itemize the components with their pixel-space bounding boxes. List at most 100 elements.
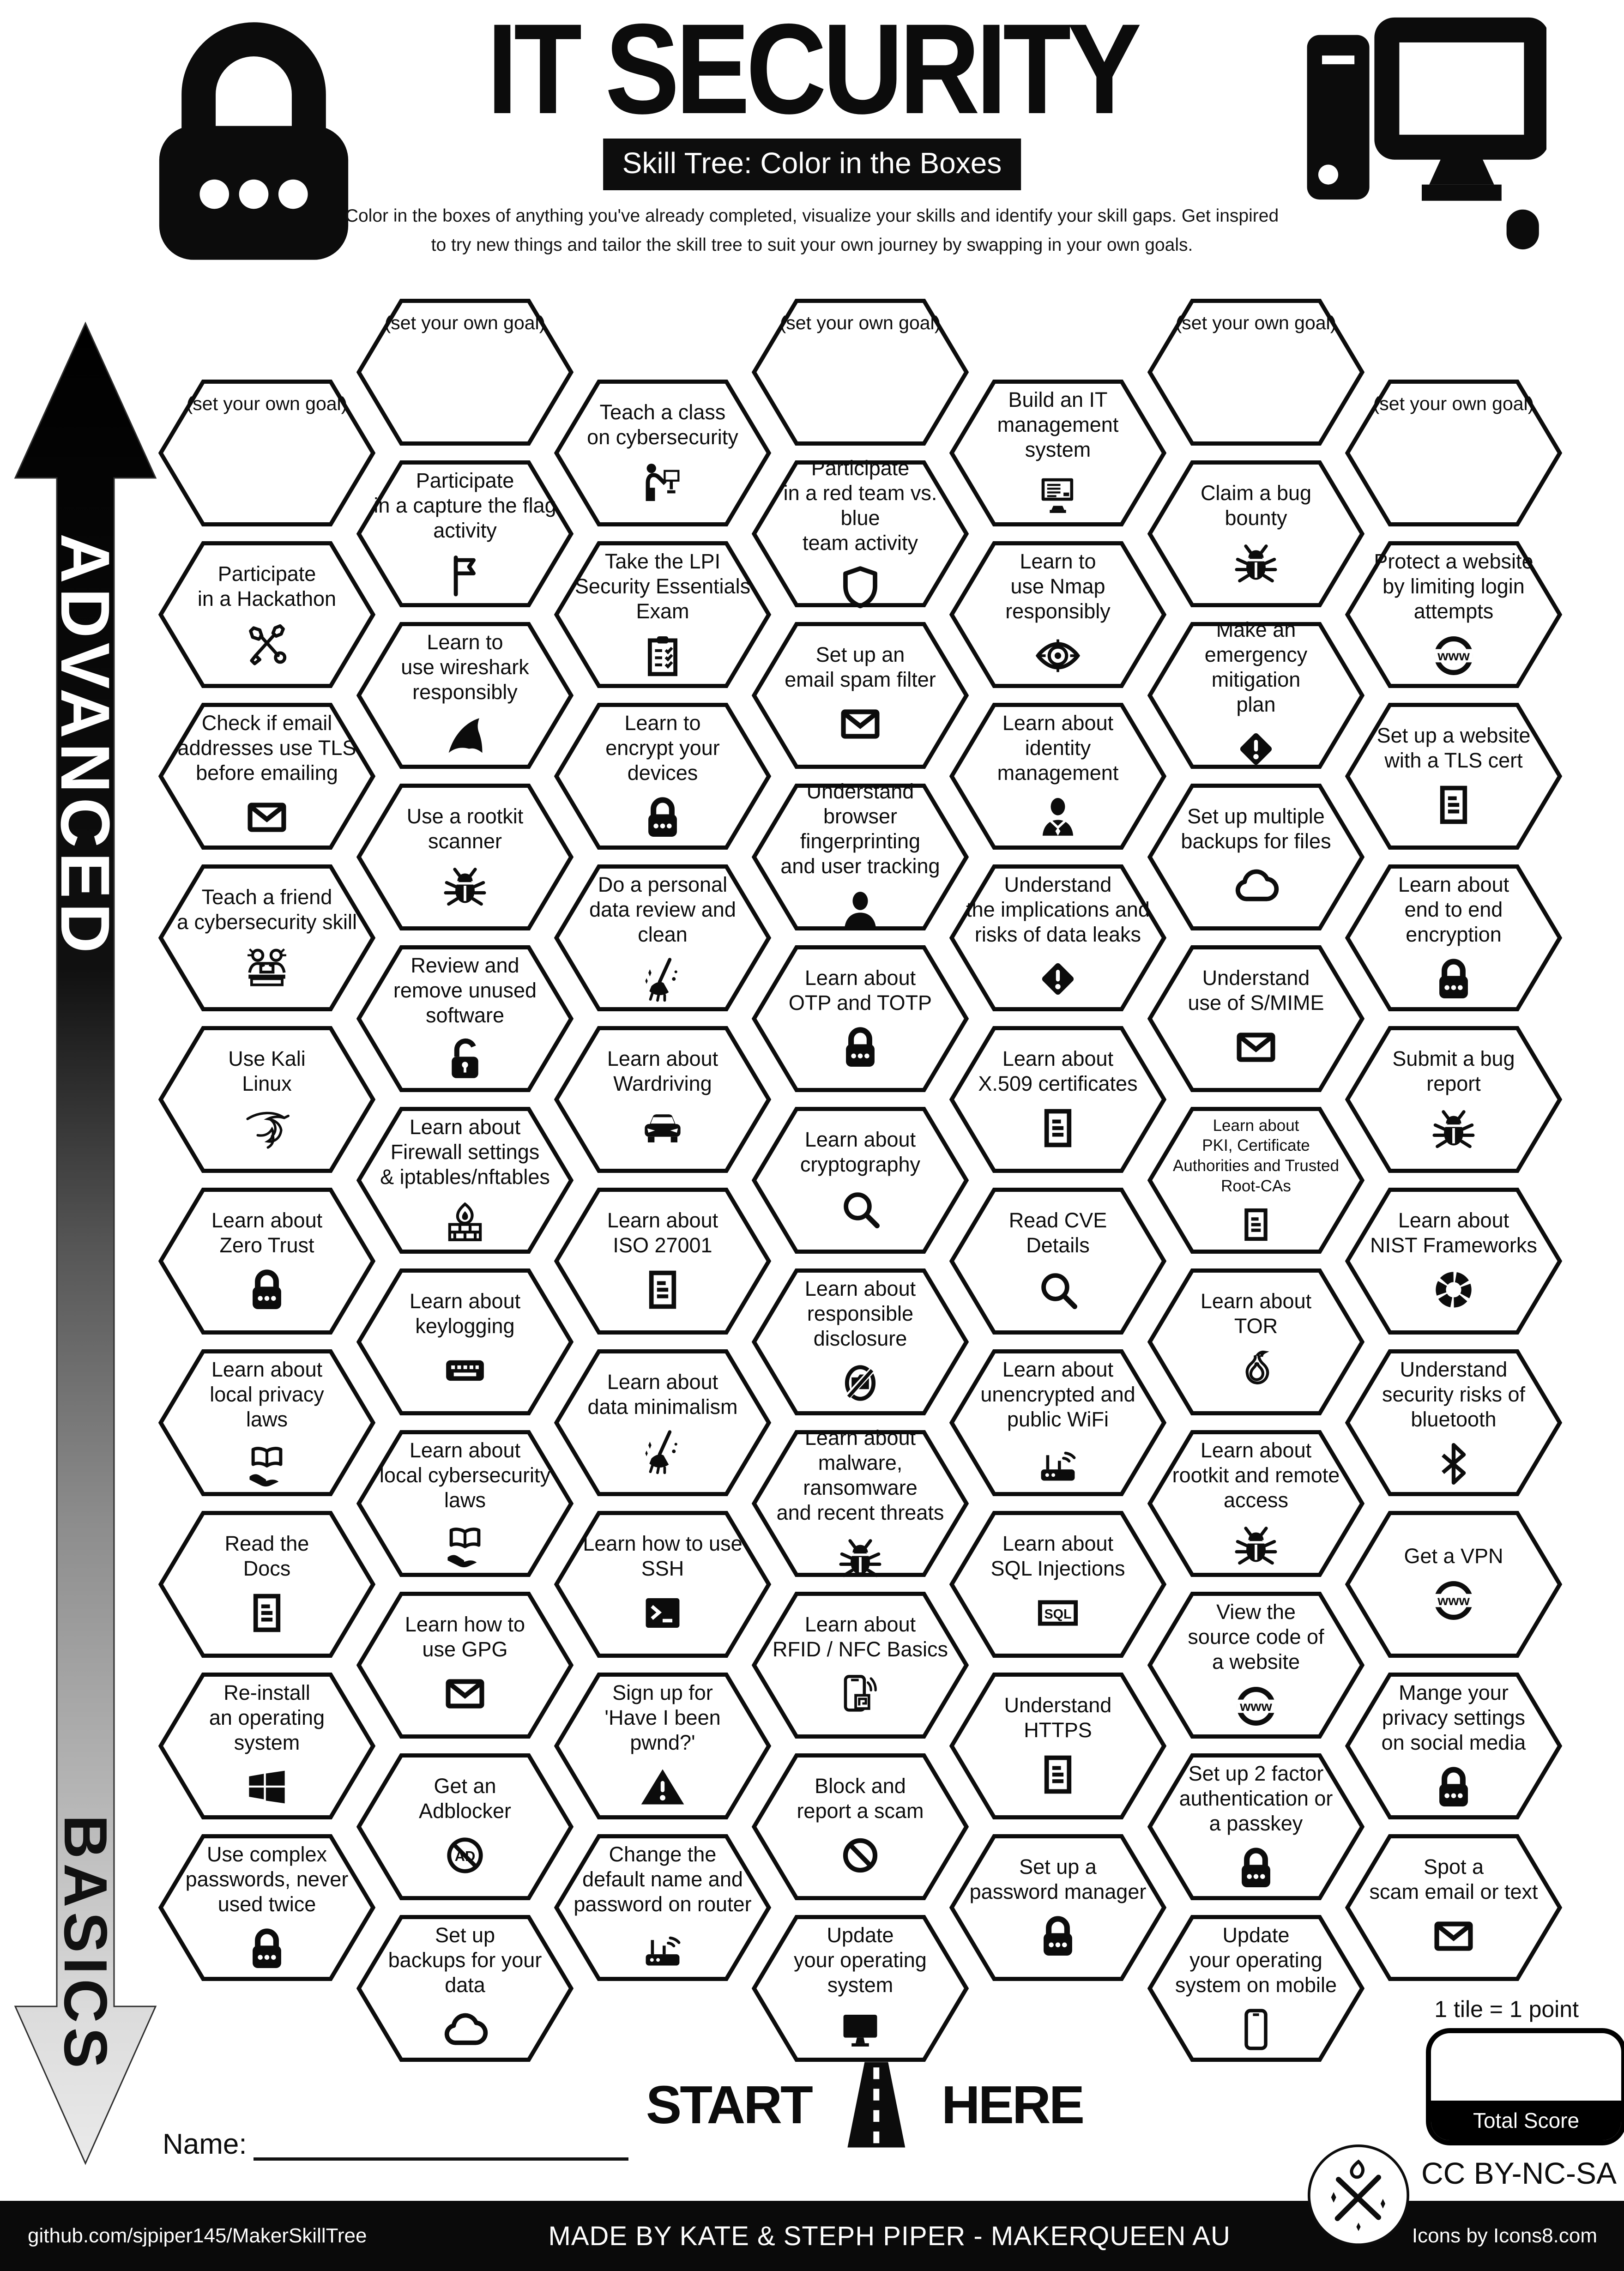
- hex-content: Claim a bug bounty: [1163, 464, 1349, 604]
- hex-tile[interactable]: Learn how to use GPG: [356, 1592, 574, 1739]
- svg-text:www: www: [1437, 1593, 1470, 1608]
- hex-tile[interactable]: Spot a scam email or text: [1345, 1834, 1562, 1981]
- hex-tile[interactable]: Set up an email spam filter: [752, 622, 969, 769]
- hexagon-outline: [356, 784, 574, 930]
- hex-tile[interactable]: Learn about unencrypted and public WiFi: [949, 1349, 1166, 1496]
- hex-tile[interactable]: Learn to use Nmap responsibly: [949, 541, 1166, 688]
- www-icon: www: [1429, 631, 1478, 680]
- hexagon-outline: [158, 380, 375, 526]
- hex-tile[interactable]: Understand security risks of bluetooth: [1345, 1349, 1562, 1496]
- hex-tile[interactable]: Take the LPI Security Essentials Exam: [554, 541, 771, 688]
- repo-link[interactable]: github.com/sjpiper145/MakerSkillTree: [28, 2224, 367, 2247]
- router-icon: [638, 1924, 687, 1973]
- hex-tile[interactable]: Learn about X.509 certificates: [949, 1026, 1166, 1173]
- tools-icon: [242, 619, 291, 668]
- hex-tile[interactable]: Set up 2 factor authentication or a pass…: [1147, 1753, 1364, 1900]
- hex-content: View the source code of a website www: [1163, 1595, 1349, 1735]
- hex-tile[interactable]: Check if email addresses use TLS before …: [158, 703, 375, 850]
- hex-tile[interactable]: Learn about end to end encryption: [1345, 864, 1562, 1011]
- hex-tile[interactable]: Update your operating system on mobile: [1147, 1915, 1364, 2062]
- hex-tile[interactable]: Learn about ISO 27001: [554, 1188, 771, 1335]
- hexagon-outline: [1147, 784, 1364, 930]
- hex-tile[interactable]: (set your own goal): [1345, 380, 1562, 526]
- hex-tile[interactable]: (set your own goal): [158, 380, 375, 526]
- hex-tile[interactable]: Use complex passwords, never used twice: [158, 1834, 375, 1981]
- hex-tile[interactable]: Sign up for 'Have I been pwnd?': [554, 1673, 771, 1819]
- hex-tile[interactable]: Make an emergency mitigation plan: [1147, 618, 1364, 769]
- hexagon-outline: [158, 1834, 375, 1981]
- hex-tile[interactable]: Understand use of S/MIME: [1147, 945, 1364, 1092]
- hex-label: Read CVE Details: [1008, 1208, 1107, 1257]
- hex-tile[interactable]: Get a VPN www: [1345, 1511, 1562, 1658]
- hex-tile[interactable]: (set your own goal): [1147, 299, 1364, 446]
- hex-tile[interactable]: Learn about TOR: [1147, 1268, 1364, 1415]
- hex-tile[interactable]: Learn about RFID / NFC Basics: [752, 1592, 969, 1739]
- hex-tile[interactable]: Learn how to use SSH: [554, 1511, 771, 1658]
- svg-text:www: www: [1437, 648, 1470, 664]
- hex-tile[interactable]: Learn about keylogging: [356, 1268, 574, 1415]
- hex-tile[interactable]: Teach a class on cybersecurity: [554, 380, 771, 526]
- hex-tile[interactable]: Set up multiple backups for files: [1147, 784, 1364, 930]
- hex-tile[interactable]: Set up a website with a TLS cert: [1345, 703, 1562, 850]
- hex-tile[interactable]: Learn about local privacy laws: [158, 1349, 375, 1496]
- hex-tile[interactable]: Learn about identity management: [949, 703, 1166, 850]
- hex-tile[interactable]: Participate in a red team vs. blue team …: [752, 456, 969, 609]
- hex-tile[interactable]: Learn to use wireshark responsibly: [356, 622, 574, 769]
- hex-tile[interactable]: Learn about local cybersecurity laws: [356, 1430, 574, 1577]
- hex-tile[interactable]: Use a rootkit scanner: [356, 784, 574, 930]
- hex-tile[interactable]: Understand the implications and risks of…: [949, 864, 1166, 1011]
- hex-tile[interactable]: Learn about Wardriving: [554, 1026, 771, 1173]
- hex-label: Set up a password manager: [969, 1855, 1147, 1903]
- hex-content: Learn about end to end encryption: [1361, 868, 1546, 1008]
- hex-tile[interactable]: Update your operating system: [752, 1915, 969, 2062]
- hex-tile[interactable]: Learn about cryptography: [752, 1107, 969, 1254]
- hex-tile[interactable]: Re-install an operating system: [158, 1673, 375, 1819]
- hex-tile[interactable]: View the source code of a website www: [1147, 1592, 1364, 1739]
- hex-label: Block and report a scam: [797, 1774, 924, 1823]
- hex-label: Use complex passwords, never used twice: [185, 1842, 349, 1916]
- hex-content: Use a rootkit scanner: [372, 787, 558, 927]
- hex-tile[interactable]: Learn about malware, ransomware and rece…: [752, 1426, 969, 1577]
- hex-tile[interactable]: Learn about data minimalism: [554, 1349, 771, 1496]
- hex-content: (set your own goal): [1361, 383, 1546, 523]
- hex-tile[interactable]: (set your own goal): [752, 299, 969, 446]
- hex-tile[interactable]: Review and remove unused software: [356, 945, 574, 1092]
- hex-tile[interactable]: Learn about OTP and TOTP: [752, 945, 969, 1092]
- hex-tile[interactable]: Learn about Zero Trust: [158, 1188, 375, 1335]
- hex-tile[interactable]: Learn about NIST Frameworks: [1345, 1188, 1562, 1335]
- hex-tile[interactable]: Use Kali Linux: [158, 1026, 375, 1173]
- hex-tile[interactable]: Read CVE Details: [949, 1188, 1166, 1335]
- hex-tile[interactable]: Claim a bug bounty: [1147, 460, 1364, 607]
- hex-tile[interactable]: Learn about PKI, Certificate Authorities…: [1147, 1107, 1364, 1254]
- hex-tile[interactable]: Understand HTTPS: [949, 1673, 1166, 1819]
- hex-tile[interactable]: Learn about SQL Injections SQL: [949, 1511, 1166, 1658]
- hex-tile[interactable]: Participate in a capture the flag activi…: [356, 460, 574, 607]
- hex-tile[interactable]: Protect a website by limiting login atte…: [1345, 541, 1562, 688]
- hex-tile[interactable]: Set up backups for your data: [356, 1915, 574, 2062]
- hex-tile[interactable]: Build an IT management system: [949, 380, 1166, 526]
- subtitle-banner: Skill Tree: Color in the Boxes: [603, 139, 1021, 190]
- hex-tile[interactable]: Understand browser fingerprinting and us…: [752, 779, 969, 930]
- doc-icon: [1033, 1750, 1082, 1799]
- hex-tile[interactable]: Get an Adblocker AD: [356, 1753, 574, 1900]
- hex-tile[interactable]: Learn to encrypt your devices: [554, 703, 771, 850]
- hex-label: Set up a website with a TLS cert: [1376, 724, 1531, 772]
- hex-tile[interactable]: Teach a friend a cybersecurity skill: [158, 864, 375, 1011]
- hex-tile[interactable]: Submit a bug report: [1345, 1026, 1562, 1173]
- hex-tile[interactable]: (set your own goal): [356, 299, 574, 446]
- magnifier-icon: [836, 1184, 885, 1233]
- total-score-box[interactable]: Total Score: [1426, 2028, 1624, 2145]
- hex-tile[interactable]: Do a personal data review and clean: [554, 864, 771, 1011]
- hex-label: Get an Adblocker: [418, 1774, 512, 1823]
- hex-tile[interactable]: Block and report a scam: [752, 1753, 969, 1900]
- hex-tile[interactable]: Learn about Firewall settings & iptables…: [356, 1107, 574, 1254]
- name-field-line[interactable]: [253, 2128, 628, 2161]
- hex-tile[interactable]: Participate in a Hackathon: [158, 541, 375, 688]
- hex-tile[interactable]: Mange your privacy settings on social me…: [1345, 1673, 1562, 1819]
- hex-tile[interactable]: Change the default name and password on …: [554, 1834, 771, 1981]
- hex-tile[interactable]: Learn about responsible disclosure: [752, 1268, 969, 1415]
- hex-tile[interactable]: Read the Docs: [158, 1511, 375, 1658]
- hexagon-outline: [554, 1673, 771, 1819]
- hex-tile[interactable]: Learn about rootkit and remote access: [1147, 1430, 1364, 1577]
- hex-tile[interactable]: Set up a password manager: [949, 1834, 1166, 1981]
